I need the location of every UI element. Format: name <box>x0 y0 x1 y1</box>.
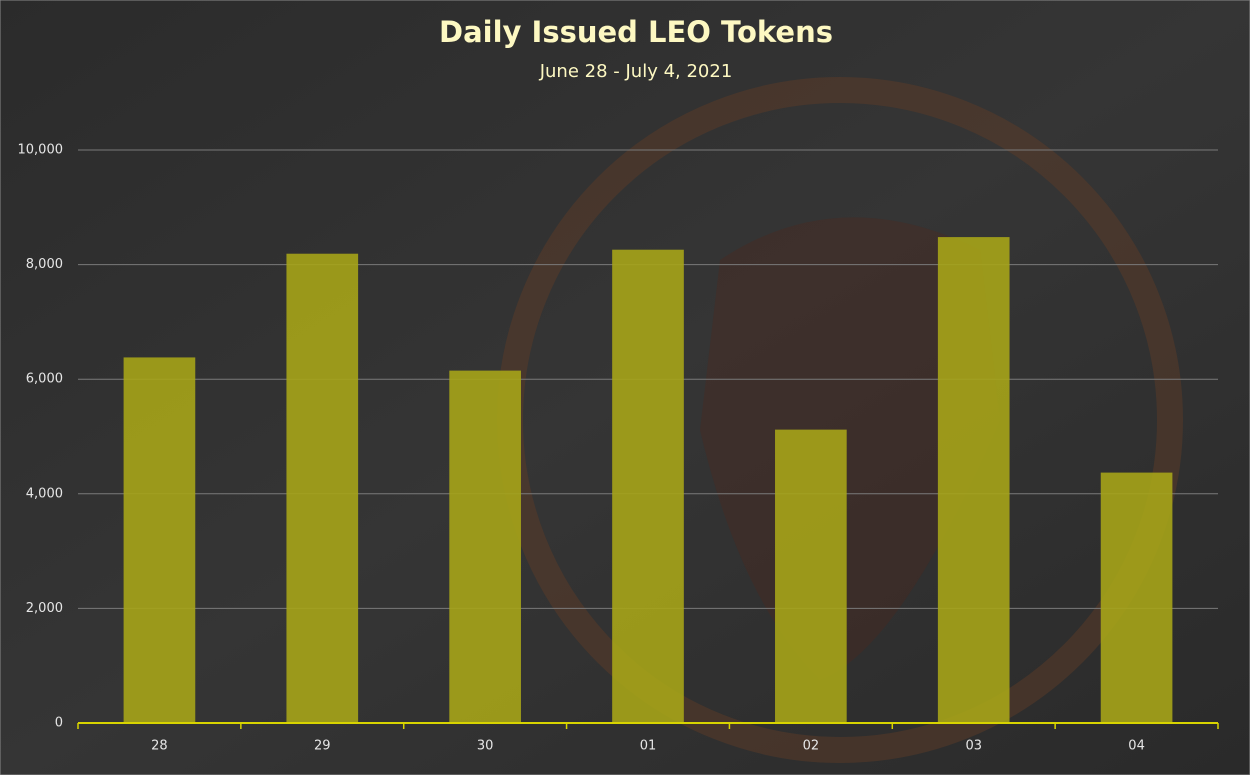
y-tick-label: 10,000 <box>18 143 64 158</box>
y-tick-label: 2,000 <box>26 601 63 616</box>
bar <box>449 370 521 723</box>
y-tick-label: 8,000 <box>26 257 63 272</box>
logo-watermark <box>700 217 1000 680</box>
bar <box>937 237 1010 723</box>
x-tick-label: 02 <box>803 739 820 754</box>
x-tick-label: 29 <box>314 739 331 754</box>
bar <box>1100 472 1173 723</box>
bar <box>775 429 847 723</box>
y-tick-label: 6,000 <box>26 372 63 387</box>
chart-subtitle: June 28 - July 4, 2021 <box>539 61 733 82</box>
bar <box>286 253 359 723</box>
y-tick-label: 0 <box>55 716 63 731</box>
chart-title: Daily Issued LEO Tokens <box>439 15 833 49</box>
bar <box>123 357 196 723</box>
x-tick-label: 01 <box>640 739 657 754</box>
x-tick-label: 30 <box>477 739 494 754</box>
x-tick-label: 04 <box>1128 739 1145 754</box>
bar <box>612 249 684 723</box>
y-tick-label: 4,000 <box>26 486 63 501</box>
x-tick-label: 28 <box>151 739 168 754</box>
x-tick-label: 03 <box>965 739 982 754</box>
